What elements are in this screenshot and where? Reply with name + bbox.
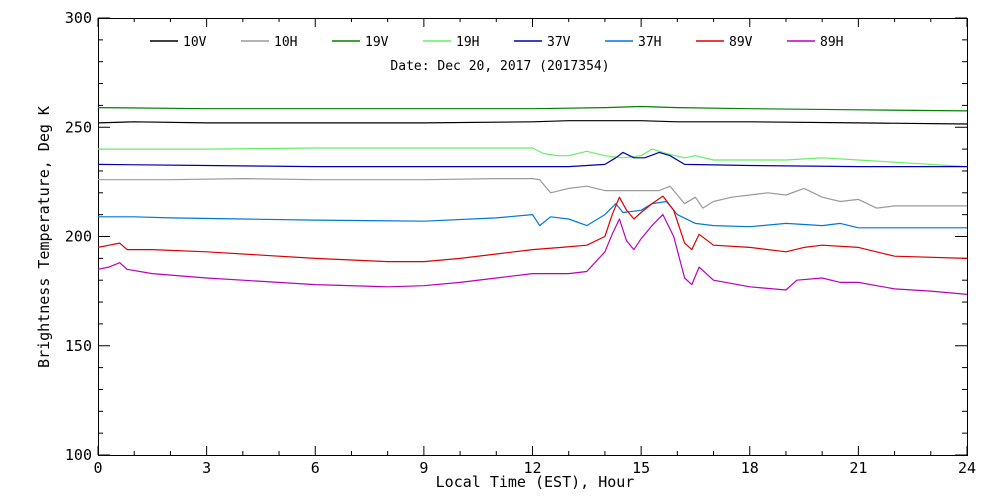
x-tick-label: 12 (523, 459, 541, 477)
legend-label-89h: 89H (820, 35, 843, 50)
legend: 10V 10H 19V 19H 37V 37H 89V 89H (150, 35, 843, 50)
x-axis-title: Local Time (EST), Hour (436, 473, 635, 491)
x-tick-label: 9 (419, 459, 428, 477)
plot-frame (98, 18, 968, 456)
series-line-37v (97, 151, 967, 168)
series-line-19h (98, 147, 968, 168)
legend-label-37v: 37V (547, 35, 571, 50)
y-tick-label: 200 (65, 228, 92, 246)
x-tick-label: 15 (632, 459, 650, 477)
series-line-10h (98, 178, 967, 209)
y-tick-label: 100 (65, 446, 92, 464)
y-axis-title: Brightness Temperature, Deg K (35, 106, 53, 368)
y-tick-label: 250 (65, 118, 92, 136)
x-tick-label: 0 (93, 459, 102, 477)
series-line-19v (97, 105, 968, 112)
legend-label-19h: 19H (456, 35, 479, 50)
legend-label-89v: 89V (729, 35, 753, 50)
legend-label-10v: 10V (183, 35, 207, 50)
series-line-89h (97, 214, 968, 295)
x-tick-label: 24 (958, 459, 976, 477)
series-lines (97, 105, 968, 295)
y-tick-label: 300 (65, 9, 92, 27)
series-line-10v (97, 120, 968, 125)
series-line-37h (98, 200, 967, 229)
y-tick-label: 150 (65, 337, 92, 355)
x-tick-label: 21 (849, 459, 867, 477)
x-tick-label: 6 (311, 459, 320, 477)
legend-label-19v: 19V (365, 35, 389, 50)
series-line-89v (97, 195, 968, 263)
axis-tick-labels: 0 3 6 9 12 15 18 21 24 100 150 200 250 300 (65, 9, 976, 477)
legend-label-37h: 37H (638, 35, 661, 50)
x-tick-label: 3 (202, 459, 211, 477)
date-annotation: Date: Dec 20, 2017 (2017354) (390, 59, 609, 74)
legend-label-10h: 10H (274, 35, 297, 50)
x-tick-label: 18 (741, 459, 759, 477)
axis-ticks (97, 17, 968, 456)
